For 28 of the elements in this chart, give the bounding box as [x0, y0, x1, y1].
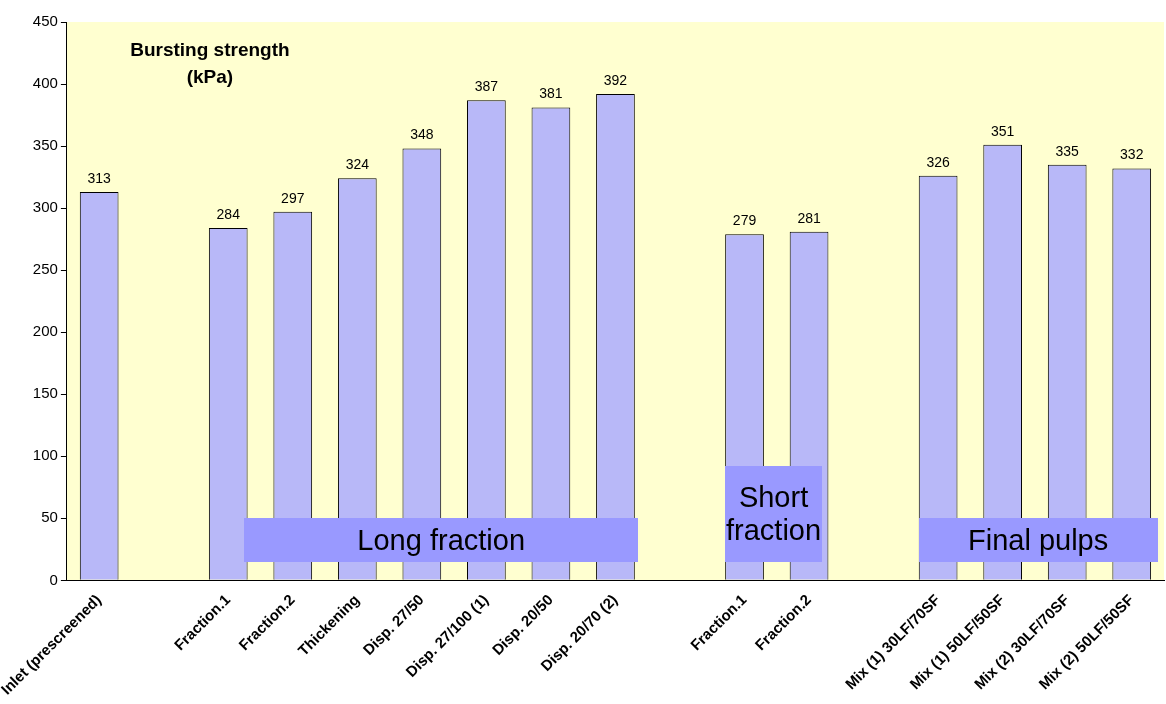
- data-label: 279: [732, 212, 757, 229]
- data-label: 313: [87, 169, 112, 186]
- y-tick-label: 150: [32, 384, 58, 402]
- y-tick-label: 450: [32, 12, 58, 30]
- data-label: 381: [539, 85, 563, 102]
- data-label: 387: [474, 78, 499, 95]
- y-tick-label: 400: [32, 74, 58, 92]
- data-label: 324: [345, 156, 370, 173]
- text: Bursting strength (kPa): [130, 39, 290, 87]
- data-label: 326: [926, 153, 951, 170]
- label-box: Final pulps: [918, 518, 1158, 562]
- data-label: 284: [216, 205, 241, 222]
- y-tick-label: 300: [32, 198, 58, 216]
- label-box: Short fraction: [725, 466, 822, 562]
- data-label: 281: [797, 209, 821, 226]
- y-tick-label: 100: [32, 446, 58, 464]
- y-tick-label: 200: [32, 322, 58, 340]
- y-tick-label: 250: [32, 260, 58, 278]
- data-label: 351: [990, 122, 1015, 139]
- data-label: 348: [410, 126, 434, 143]
- y-tick-label: 0: [49, 570, 58, 588]
- y-tick-label: 350: [32, 136, 58, 154]
- data-label: 392: [603, 71, 628, 88]
- data-label: 335: [1055, 142, 1080, 159]
- y-tick-label: 50: [41, 508, 58, 526]
- data-label: 297: [281, 189, 305, 206]
- label-box: Long fraction: [244, 518, 638, 562]
- data-label: 332: [1120, 146, 1144, 163]
